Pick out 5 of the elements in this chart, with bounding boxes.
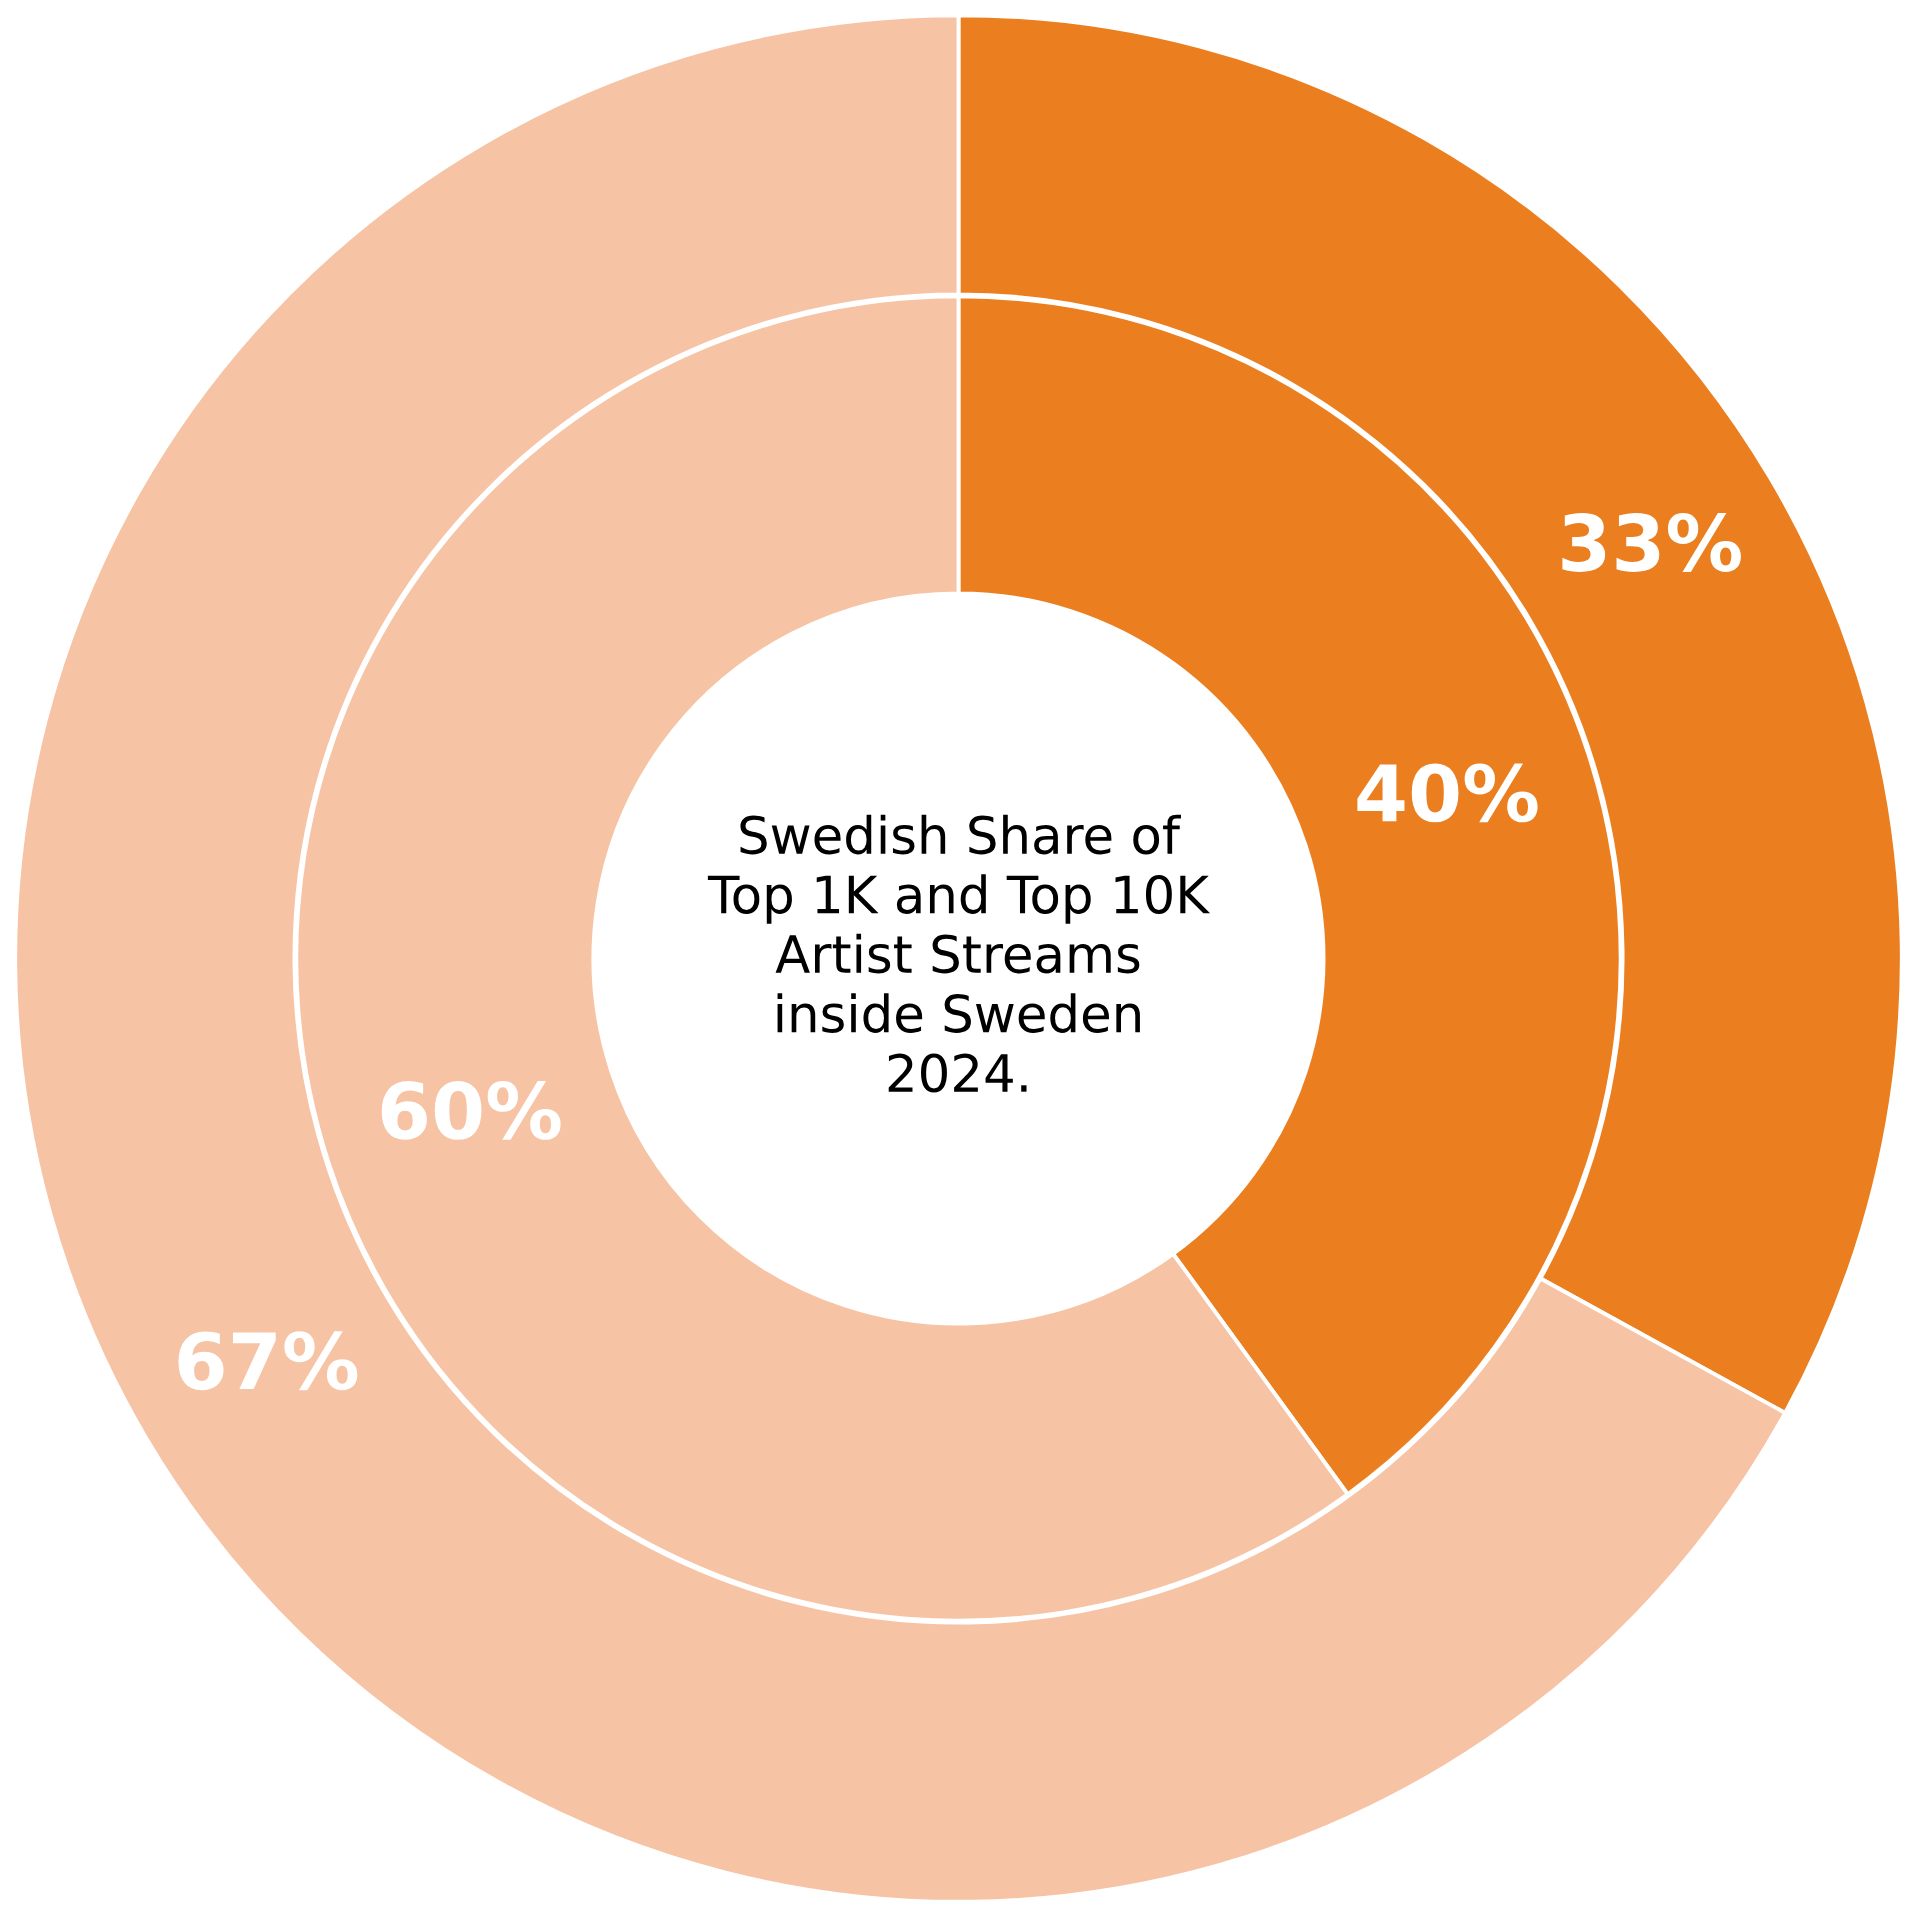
text: Swedish Share of Top 1K and Top 10K Artist Streams inside Sweden 2024. [707, 814, 1211, 1093]
data-label: 67% [178, 1331, 358, 1391]
data-label: 60% [381, 1080, 561, 1140]
data-label: 40% [1357, 763, 1538, 823]
data-label: 33% [1562, 513, 1741, 572]
